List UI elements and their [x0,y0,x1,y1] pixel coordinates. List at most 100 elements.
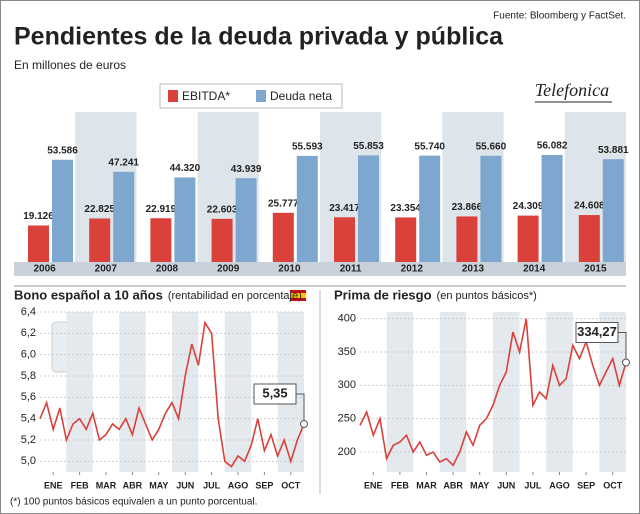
value-label: 53.881 [598,145,629,156]
x-tick-label: 2015 [584,264,607,275]
x-tick-label: 2014 [523,264,546,275]
month-band [119,312,146,472]
value-label: 55.740 [414,141,445,152]
legend-label: EBITDA* [182,89,230,103]
value-label: 55.593 [292,142,323,153]
legend-swatch [256,90,266,102]
bar [272,212,294,262]
y-tick-label: 6,0 [21,349,36,361]
x-tick-label: 2009 [217,264,240,275]
bar [578,215,600,262]
value-label: 22.919 [146,204,177,215]
y-tick-label: 350 [338,346,356,358]
source: Fuente: Bloomberg y FactSet. [493,11,626,22]
x-tick-label: JUL [524,480,542,490]
value-label: 47.241 [108,157,139,168]
value-label: 22.603 [207,205,238,216]
legend-label: Deuda neta [270,89,332,103]
value-label: 22.825 [84,204,115,215]
x-tick-label: 2013 [462,264,485,275]
x-tick-label: AGO [549,480,570,490]
value-label: 24.309 [513,201,544,212]
value-label: 44.320 [170,163,201,174]
x-tick-label: ABR [443,480,463,490]
x-tick-label: OCT [603,480,623,490]
bar [52,159,73,262]
value-label: 53.586 [47,145,78,156]
x-tick-label: 2011 [340,264,362,275]
x-tick-label: MAR [96,480,117,490]
y-tick-label: 400 [338,313,356,325]
value-label: 23.354 [390,203,421,214]
x-tick-label: ABR [123,480,143,490]
bar [150,218,172,262]
bar [211,218,233,262]
x-tick-label: MAR [416,480,437,490]
bar [602,159,624,262]
x-tick-label: AGO [228,480,249,490]
bar [480,155,502,262]
month-band [66,312,93,472]
data-line [39,320,305,468]
y-tick-label: 200 [338,446,356,458]
x-tick-label: SEP [577,480,595,490]
footnote: (*) 100 puntos básicos equivalen a un pu… [10,497,257,508]
x-tick-label: 2008 [156,264,179,275]
value-label: 19.126 [23,211,54,222]
x-tick-label: MAY [470,480,489,490]
bar [419,155,441,262]
chart-title: Prima de riesgo [334,287,432,302]
value-label: 23.417 [329,203,360,214]
flag-stripe [290,293,306,298]
bar [28,225,49,262]
x-tick-label: JUL [203,480,221,490]
value-label: 56.082 [537,141,568,152]
y-tick-label: 6,4 [21,306,36,318]
x-tick-label: OCT [281,480,301,490]
y-tick-label: 5,6 [21,391,36,403]
month-band [546,312,573,472]
x-tick-label: FEB [391,480,410,490]
data-line [359,318,627,467]
x-tick-label: SEP [255,480,273,490]
y-tick-label: 5,0 [21,455,36,467]
annotation-box [575,321,619,343]
annotation-label: 334,27 [577,324,617,339]
x-tick-label: JUN [497,480,515,490]
logo: Telefonica [535,80,609,100]
chart-subtitle: (rentabilidad en porcentaje) [168,290,302,302]
y-tick-label: 250 [338,413,356,425]
month-band [172,312,199,472]
y-tick-label: 5,8 [21,370,36,382]
y-tick-label: 6,2 [21,327,36,339]
bar [113,171,135,262]
page-title: Pendientes de la deuda privada y pública [14,23,504,51]
bar [456,216,478,262]
bar [517,215,539,262]
leader [618,331,627,359]
y-tick-label: 300 [338,379,356,391]
bar [235,178,257,262]
value-label: 24.608 [574,201,605,212]
annotation-box [253,383,297,405]
bar [334,217,355,262]
bar [174,177,196,262]
x-tick-label: 2012 [401,264,424,275]
value-label: 55.853 [353,141,384,152]
end-marker [300,420,308,428]
bar [541,154,563,262]
legend-box [159,83,343,109]
month-band [224,312,252,472]
bar [296,155,318,262]
x-tick-label: ENE [44,480,63,490]
month-band [386,312,414,472]
y-tick-label: 5,4 [21,413,36,425]
bar [395,217,417,262]
value-label: 55.660 [476,141,507,152]
subtitle: En millones de euros [14,58,126,72]
x-tick-label: FEB [71,480,90,490]
legend-swatch [168,90,178,102]
annotation-label: 5,35 [262,385,287,400]
x-tick-label: 2006 [33,264,56,275]
